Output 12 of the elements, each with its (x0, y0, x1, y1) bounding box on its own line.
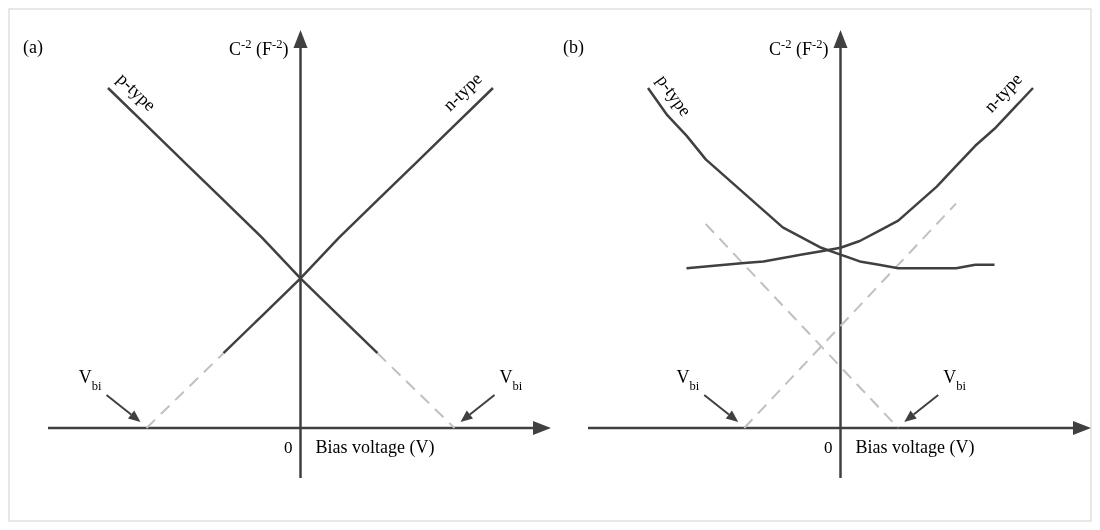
annotation: V$_{bi}$ (499, 367, 523, 393)
chart-title: (a) (23, 37, 43, 58)
annotation: V$_{bi}$ (676, 367, 700, 393)
y-axis-title: C$^{-2}$ (F$^{-2}$) (768, 37, 829, 60)
text: 0 (824, 438, 833, 457)
x-axis-title: Bias voltage (V) (315, 437, 435, 458)
annotation: V$_{bi}$ (943, 367, 967, 393)
y-axis-title: C$^{-2}$ (F$^{-2}$) (228, 37, 289, 60)
x-axis-title: Bias voltage (V) (855, 437, 975, 458)
annotation: V$_{bi}$ (78, 367, 102, 393)
chart-title: (b) (563, 37, 584, 58)
text: 0 (284, 438, 293, 457)
